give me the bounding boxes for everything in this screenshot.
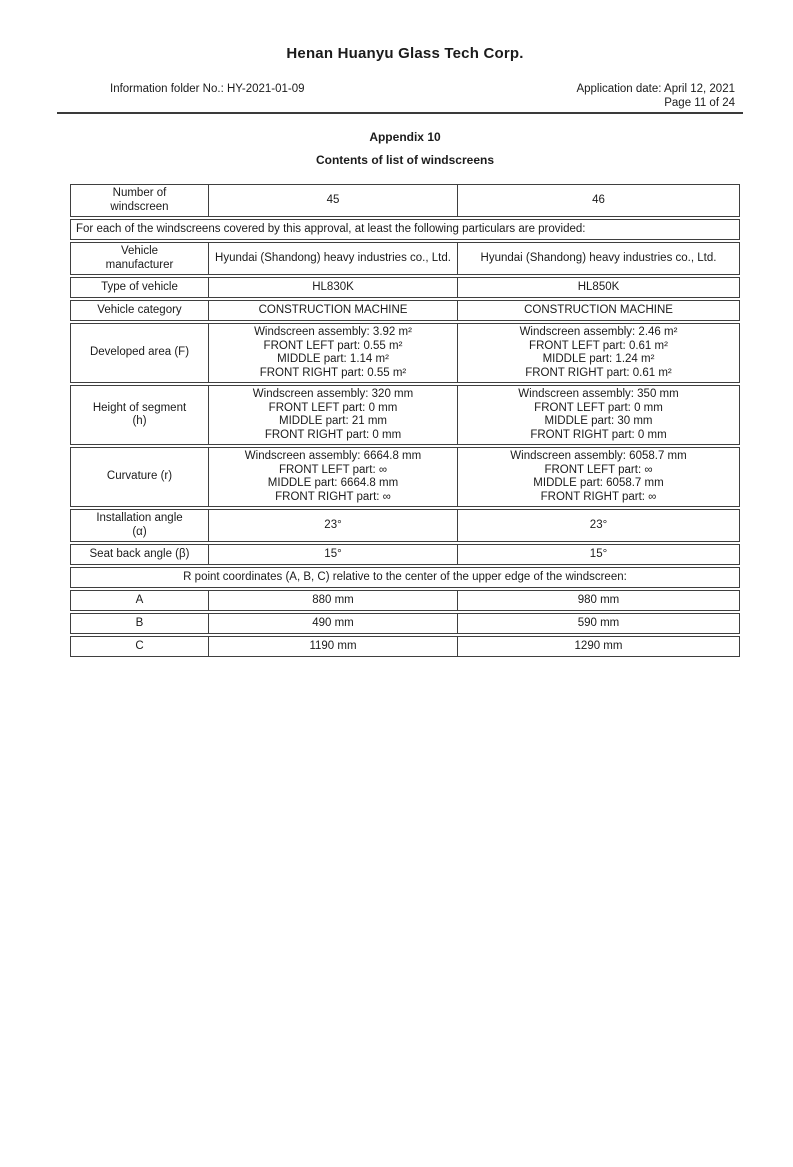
document-page: Henan Huanyu Glass Tech Corp. Informatio…: [0, 45, 793, 657]
table-row-coordinate-c: C 1190 mm 1290 mm: [70, 636, 740, 657]
cell-windscreen-46: 46: [457, 185, 739, 216]
cell-windscreen-45: 1190 mm: [208, 637, 457, 656]
row-label: Number of windscreen: [110, 187, 169, 213]
cell-windscreen-45: 45: [208, 185, 457, 216]
windscreen-table: Number of windscreen 45 46 For each of t…: [70, 184, 740, 657]
cell-windscreen-46: HL850K: [457, 278, 739, 297]
row-label: Curvature (r): [106, 470, 173, 483]
approval-note-text: For each of the windscreens covered by t…: [76, 222, 586, 235]
cell-windscreen-45: Windscreen assembly: 320 mm FRONT LEFT p…: [208, 386, 457, 444]
company-title: Henan Huanyu Glass Tech Corp.: [286, 45, 524, 62]
cell-windscreen-46: Windscreen assembly: 2.46 m² FRONT LEFT …: [457, 324, 739, 382]
table-row-r-point-note: R point coordinates (A, B, C) relative t…: [70, 567, 740, 588]
row-label: Developed area (F): [89, 346, 190, 359]
table-row-approval-note: For each of the windscreens covered by t…: [70, 219, 740, 240]
cell-windscreen-46: Windscreen assembly: 6058.7 mm FRONT LEF…: [457, 448, 739, 506]
header-rule: [57, 112, 743, 114]
cell-windscreen-46: 980 mm: [457, 591, 739, 610]
row-label: Seat back angle (β): [89, 547, 190, 560]
row-label: Type of vehicle: [101, 280, 178, 293]
row-label: Height of segment (h): [92, 401, 187, 428]
row-label: Installation angle (α): [96, 512, 183, 538]
cell-windscreen-45: 15°: [208, 545, 457, 564]
cell-windscreen-46: 23°: [457, 510, 739, 541]
info-folder-number: Information folder No.: HY-2021-01-09: [110, 83, 305, 95]
cell-windscreen-46: 15°: [457, 545, 739, 564]
row-label: Vehicle manufacturer: [105, 245, 174, 271]
cell-windscreen-46: Hyundai (Shandong) heavy industries co.,…: [457, 243, 739, 274]
cell-windscreen-45: 880 mm: [208, 591, 457, 610]
cell-windscreen-46: 590 mm: [457, 614, 739, 633]
row-label: B: [135, 616, 144, 629]
cell-windscreen-45: Windscreen assembly: 6664.8 mm FRONT LEF…: [208, 448, 457, 506]
cell-windscreen-45: HL830K: [208, 278, 457, 297]
table-row-vehicle-manufacturer: Vehicle manufacturer Hyundai (Shandong) …: [70, 242, 740, 275]
table-row-type-of-vehicle: Type of vehicle HL830K HL850K: [70, 277, 740, 298]
table-row-number-of-windscreen: Number of windscreen 45 46: [70, 184, 740, 217]
table-row-seat-back-angle: Seat back angle (β) 15° 15°: [70, 544, 740, 565]
table-row-vehicle-category: Vehicle category CONSTRUCTION MACHINE CO…: [70, 300, 740, 321]
table-row-curvature: Curvature (r) Windscreen assembly: 6664.…: [70, 447, 740, 507]
header-info-row: Information folder No.: HY-2021-01-09 Ap…: [70, 82, 740, 110]
table-row-height-of-segment: Height of segment (h) Windscreen assembl…: [70, 385, 740, 445]
cell-windscreen-46: 1290 mm: [457, 637, 739, 656]
table-row-coordinate-b: B 490 mm 590 mm: [70, 613, 740, 634]
cell-windscreen-45: 23°: [208, 510, 457, 541]
cell-windscreen-45: Hyundai (Shandong) heavy industries co.,…: [208, 243, 457, 274]
r-point-note-text: R point coordinates (A, B, C) relative t…: [183, 570, 627, 583]
row-label: A: [135, 593, 144, 606]
table-row-installation-angle: Installation angle (α) 23° 23°: [70, 509, 740, 542]
application-date: Application date: April 12, 2021: [576, 83, 735, 95]
cell-windscreen-45: 490 mm: [208, 614, 457, 633]
row-label: C: [135, 639, 144, 652]
table-row-developed-area: Developed area (F) Windscreen assembly: …: [70, 323, 740, 383]
appendix-title: Appendix 10: [369, 130, 441, 144]
contents-subtitle: Contents of list of windscreens: [315, 153, 495, 167]
cell-windscreen-45: CONSTRUCTION MACHINE: [208, 301, 457, 320]
header-right-block: Application date: April 12, 2021 Page 11…: [576, 82, 735, 110]
cell-windscreen-46: CONSTRUCTION MACHINE: [457, 301, 739, 320]
cell-windscreen-46: Windscreen assembly: 350 mm FRONT LEFT p…: [457, 386, 739, 444]
table-row-coordinate-a: A 880 mm 980 mm: [70, 590, 740, 611]
page-number: Page 11 of 24: [664, 97, 735, 109]
cell-windscreen-45: Windscreen assembly: 3.92 m² FRONT LEFT …: [208, 324, 457, 382]
row-label: Vehicle category: [97, 303, 182, 316]
